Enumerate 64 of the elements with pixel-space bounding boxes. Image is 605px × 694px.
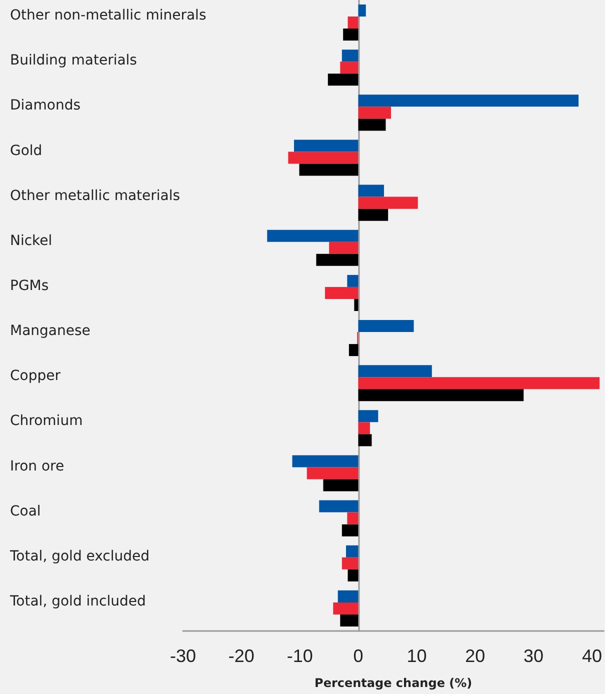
bar bbox=[346, 545, 358, 558]
bar bbox=[267, 230, 358, 242]
bar bbox=[299, 164, 358, 176]
bar bbox=[342, 50, 358, 62]
x-tick-label: 40 bbox=[582, 646, 602, 666]
bar bbox=[328, 74, 358, 86]
y-tick-label: Iron ore bbox=[10, 458, 64, 474]
y-tick-label: Total, gold included bbox=[9, 593, 146, 610]
bar bbox=[340, 614, 358, 626]
y-tick-label: Chromium bbox=[10, 413, 83, 430]
bar bbox=[358, 208, 388, 221]
bar bbox=[358, 389, 524, 402]
bar bbox=[333, 602, 358, 614]
y-tick-label: Diamonds bbox=[10, 98, 81, 114]
bar bbox=[324, 286, 358, 299]
bar bbox=[358, 196, 418, 209]
bar bbox=[292, 455, 358, 468]
bar bbox=[316, 254, 358, 266]
bar bbox=[358, 434, 372, 446]
y-tick-label: Other non-metallic minerals bbox=[10, 8, 206, 24]
bar bbox=[323, 479, 358, 492]
bar bbox=[358, 377, 600, 390]
y-tick-label: PGMs bbox=[10, 278, 49, 294]
bar bbox=[329, 242, 358, 254]
x-tick-label: -30 bbox=[170, 646, 196, 666]
bar bbox=[358, 4, 366, 17]
bar bbox=[347, 512, 358, 524]
y-tick-label: Other metallic materials bbox=[10, 188, 180, 204]
x-tick-label: 0 bbox=[353, 646, 364, 666]
x-tick-label: 20 bbox=[465, 646, 486, 666]
bar bbox=[358, 320, 414, 332]
bar bbox=[348, 16, 358, 29]
x-tick-label: 30 bbox=[524, 646, 544, 666]
y-tick-label: Total, gold excluded bbox=[9, 548, 150, 564]
bar bbox=[358, 410, 378, 422]
bar bbox=[319, 500, 358, 512]
y-tick-label: Nickel bbox=[10, 232, 52, 249]
bar bbox=[354, 298, 358, 311]
bar bbox=[348, 569, 358, 582]
x-tick-label: -10 bbox=[286, 646, 313, 666]
bar bbox=[342, 557, 358, 570]
bar bbox=[306, 467, 358, 480]
bar bbox=[358, 118, 386, 131]
bar bbox=[348, 344, 358, 356]
x-axis-title: Percentage change (%) bbox=[314, 676, 472, 690]
bar bbox=[340, 62, 358, 74]
x-tick-label: 10 bbox=[406, 646, 427, 666]
y-tick-label: Manganese bbox=[10, 323, 90, 340]
bar bbox=[347, 274, 358, 287]
bar bbox=[358, 106, 391, 119]
bar bbox=[294, 140, 358, 152]
y-tick-label: Coal bbox=[10, 503, 41, 520]
x-tick-label: -20 bbox=[228, 646, 254, 666]
bar bbox=[288, 152, 358, 164]
bar bbox=[338, 590, 358, 602]
bar bbox=[358, 94, 579, 107]
bar bbox=[343, 28, 358, 41]
y-tick-label: Gold bbox=[10, 142, 42, 159]
bar bbox=[358, 365, 432, 378]
bar bbox=[358, 422, 370, 434]
bar bbox=[358, 184, 384, 197]
bar bbox=[342, 524, 358, 536]
y-tick-label: Building materials bbox=[10, 52, 137, 69]
y-tick-label: Copper bbox=[10, 368, 61, 384]
